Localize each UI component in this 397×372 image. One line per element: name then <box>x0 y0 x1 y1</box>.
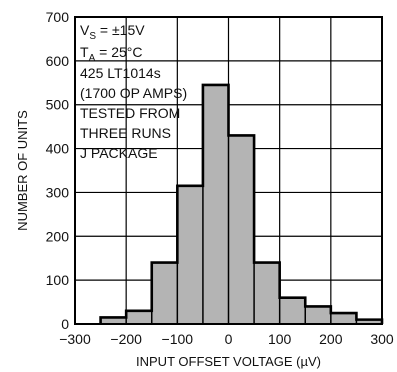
y-tick-label: 200 <box>46 228 70 244</box>
y-tick-label: 600 <box>46 53 70 69</box>
x-tick-labels: −300 −200 −100 0 100 200 300 <box>59 331 394 347</box>
histogram-bar <box>330 313 357 324</box>
histogram-bars <box>99 83 384 324</box>
histogram-bar <box>100 317 127 324</box>
y-axis-label: NUMBER OF UNITS <box>15 110 30 231</box>
y-tick-label: 500 <box>46 97 70 113</box>
histogram-bar <box>228 135 255 324</box>
x-axis-label: INPUT OFFSET VOLTAGE (µV) <box>136 354 321 369</box>
x-tick-label: −100 <box>162 331 194 347</box>
histogram-bar <box>151 262 178 324</box>
histogram-bar <box>279 297 306 324</box>
y-tick-label: 400 <box>46 141 70 157</box>
y-tick-label: 700 <box>46 9 70 25</box>
conditions-annotation: VS = ±15V TA = 25°C 425 LT1014s (1700 OP… <box>80 22 187 161</box>
annotation-line: 425 LT1014s <box>80 65 161 81</box>
y-tick-label: 100 <box>46 272 70 288</box>
histogram-bar <box>126 310 152 324</box>
annotation-supply-voltage: VS = ±15V <box>80 22 145 42</box>
histogram-bar <box>202 84 229 324</box>
annotation-line: (1700 OP AMPS) <box>80 85 187 101</box>
x-tick-label: 0 <box>225 331 233 347</box>
histogram-bar <box>356 319 382 324</box>
annotation-line: TESTED FROM <box>80 105 180 121</box>
x-tick-label: 200 <box>319 331 343 347</box>
y-tick-label: 300 <box>46 184 70 200</box>
x-tick-label: −300 <box>59 331 91 347</box>
histogram-bar <box>254 262 280 324</box>
y-tick-labels: 0 100 200 300 400 500 600 700 <box>46 9 70 332</box>
histogram-outline <box>99 83 384 324</box>
x-tick-label: 300 <box>370 331 394 347</box>
x-tick-label: −200 <box>110 331 142 347</box>
y-tick-label: 0 <box>61 316 69 332</box>
histogram-bar <box>177 185 203 324</box>
x-tick-label: 100 <box>268 331 292 347</box>
annotation-temperature: TA = 25°C <box>80 44 142 64</box>
annotation-line: THREE RUNS <box>80 125 171 141</box>
histogram-bar <box>305 306 331 324</box>
annotation-line: J PACKAGE <box>80 145 158 161</box>
plot-frame <box>74 16 383 325</box>
